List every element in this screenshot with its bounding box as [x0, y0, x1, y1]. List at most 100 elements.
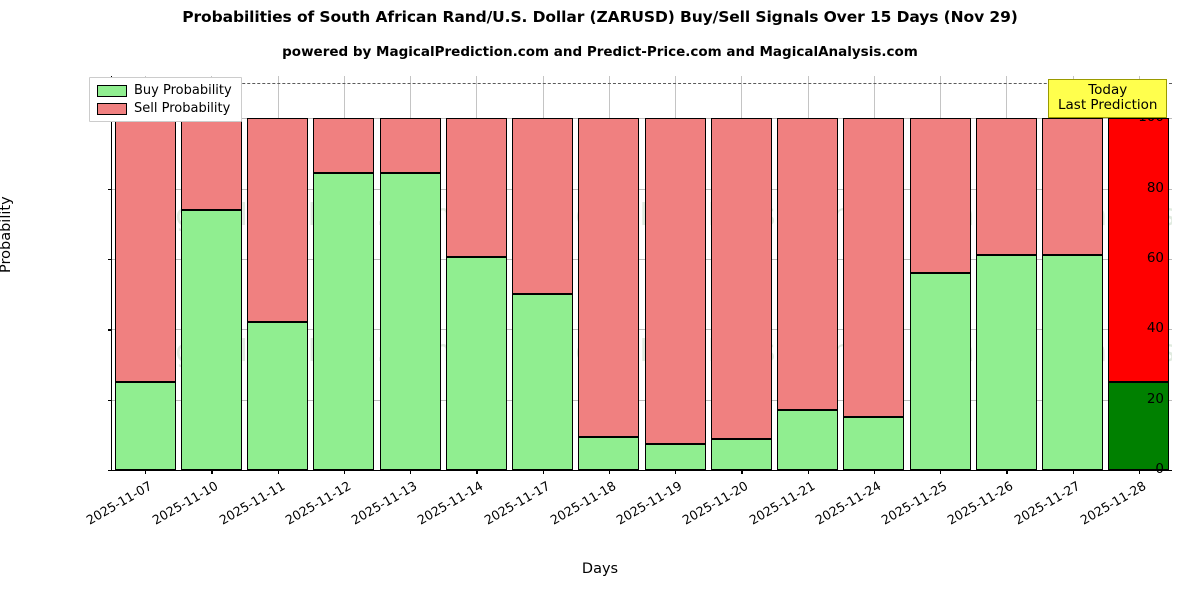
bar-segment-buy [644, 443, 706, 470]
bar [777, 76, 839, 470]
today-annotation-line2: Last Prediction [1058, 97, 1158, 114]
x-tick-mark [343, 470, 346, 474]
bar-segment-sell [512, 118, 574, 295]
x-tick-label: 2025-11-10 [149, 478, 221, 528]
bar-segment-sell [313, 118, 375, 173]
bar [445, 76, 507, 470]
legend-item-buy: Buy Probability [97, 83, 232, 98]
bar-segment-buy [843, 417, 905, 470]
y-tick-label: 80 [1146, 179, 1164, 196]
bar-segment-buy [445, 257, 507, 470]
gridline-horizontal [112, 258, 1172, 260]
bar [512, 76, 574, 470]
bar-segment-buy [777, 410, 839, 470]
bar [114, 76, 176, 470]
bar-segment-sell [114, 118, 176, 383]
x-tick-label: 2025-11-11 [216, 478, 288, 528]
x-tick-mark [211, 470, 213, 474]
today-annotation-line1: Today [1088, 82, 1128, 98]
x-tick-mark [1138, 470, 1141, 474]
chart-legend: Buy Probability Sell Probability [89, 77, 242, 122]
bar-segment-sell [247, 118, 309, 323]
legend-label-sell: Sell Probability [134, 101, 231, 116]
y-tick-mark [108, 470, 112, 472]
bar [1042, 76, 1104, 470]
x-tick-mark [145, 470, 147, 474]
y-tick-mark [108, 329, 112, 331]
x-tick-label: 2025-11-26 [944, 478, 1016, 528]
x-tick-label: 2025-11-18 [547, 478, 619, 528]
x-tick-mark [741, 470, 743, 474]
gridline-horizontal [112, 329, 1172, 331]
bar-segment-sell [445, 118, 507, 258]
x-tick-mark [608, 470, 611, 474]
gridline-horizontal [112, 399, 1172, 401]
bar-segment-sell [1042, 118, 1104, 256]
y-tick-mark [108, 188, 112, 190]
bar-segment-buy [578, 436, 640, 470]
x-tick-mark [675, 470, 677, 474]
x-tick-mark [1072, 470, 1074, 474]
bar-segment-buy [114, 382, 176, 470]
legend-swatch-sell [97, 102, 127, 115]
x-tick-mark [476, 470, 478, 474]
x-tick-label: 2025-11-24 [812, 478, 884, 528]
bar-segment-buy [1042, 255, 1104, 470]
bar-segment-sell [975, 118, 1037, 256]
x-tick-mark [1006, 470, 1008, 474]
x-tick-label: 2025-11-21 [746, 478, 818, 528]
legend-item-sell: Sell Probability [97, 101, 232, 116]
threshold-line [112, 83, 1172, 85]
plot-inner: MagicalAnalysis.comMagicalAnalysis.comMa… [112, 76, 1172, 470]
x-tick-label: 2025-11-25 [878, 478, 950, 528]
x-tick-mark [940, 470, 942, 474]
y-tick-label: 0 [1155, 461, 1164, 477]
bar [975, 76, 1037, 470]
today-annotation: Today Last Prediction [1048, 79, 1168, 119]
x-tick-label: 2025-11-12 [282, 478, 354, 528]
x-axis-label: Days [581, 561, 619, 577]
bar-segment-sell [578, 118, 640, 437]
x-tick-label: 2025-11-28 [1077, 478, 1149, 528]
bar-segment-buy [379, 172, 441, 470]
gridline-horizontal [112, 188, 1172, 190]
bar-segment-sell [843, 118, 905, 418]
bar [379, 76, 441, 470]
x-tick-mark [873, 470, 876, 474]
x-tick-mark [807, 470, 809, 474]
y-tick-mark [108, 258, 112, 261]
legend-label-buy: Buy Probability [134, 83, 232, 98]
x-tick-label: 2025-11-20 [679, 478, 751, 528]
bar [313, 76, 375, 470]
bar-segment-sell [1108, 118, 1170, 383]
bar-segment-buy [180, 209, 242, 470]
x-tick-mark [410, 470, 412, 474]
bar-segment-buy [975, 255, 1037, 470]
bar-segment-buy [909, 273, 971, 470]
bar-segment-buy [512, 294, 574, 470]
bar [247, 76, 309, 470]
x-tick-label: 2025-11-17 [481, 478, 553, 528]
y-tick-label: 60 [1146, 249, 1164, 266]
bar [644, 76, 706, 470]
x-tick-label: 2025-11-14 [414, 478, 486, 528]
y-axis-label: Probability [0, 196, 14, 273]
bar [909, 76, 971, 470]
bar-segment-buy [313, 172, 375, 470]
legend-swatch-buy [97, 84, 127, 97]
page-title: Probabilities of South African Rand/U.S.… [182, 8, 1018, 26]
bar-segment-sell [644, 118, 706, 444]
bar-segment-sell [180, 118, 242, 210]
x-tick-label: 2025-11-19 [613, 478, 685, 528]
y-tick-label: 40 [1146, 320, 1164, 337]
bar [843, 76, 905, 470]
bar-segment-buy [710, 439, 772, 470]
chart-subtitle: powered by MagicalPrediction.com and Pre… [282, 44, 918, 60]
bar-today [1108, 76, 1170, 470]
x-tick-label: 2025-11-27 [1011, 478, 1083, 528]
y-tick-mark [108, 399, 112, 401]
bar-segment-sell [777, 118, 839, 411]
bar-segment-buy [247, 322, 309, 470]
bar [710, 76, 772, 470]
